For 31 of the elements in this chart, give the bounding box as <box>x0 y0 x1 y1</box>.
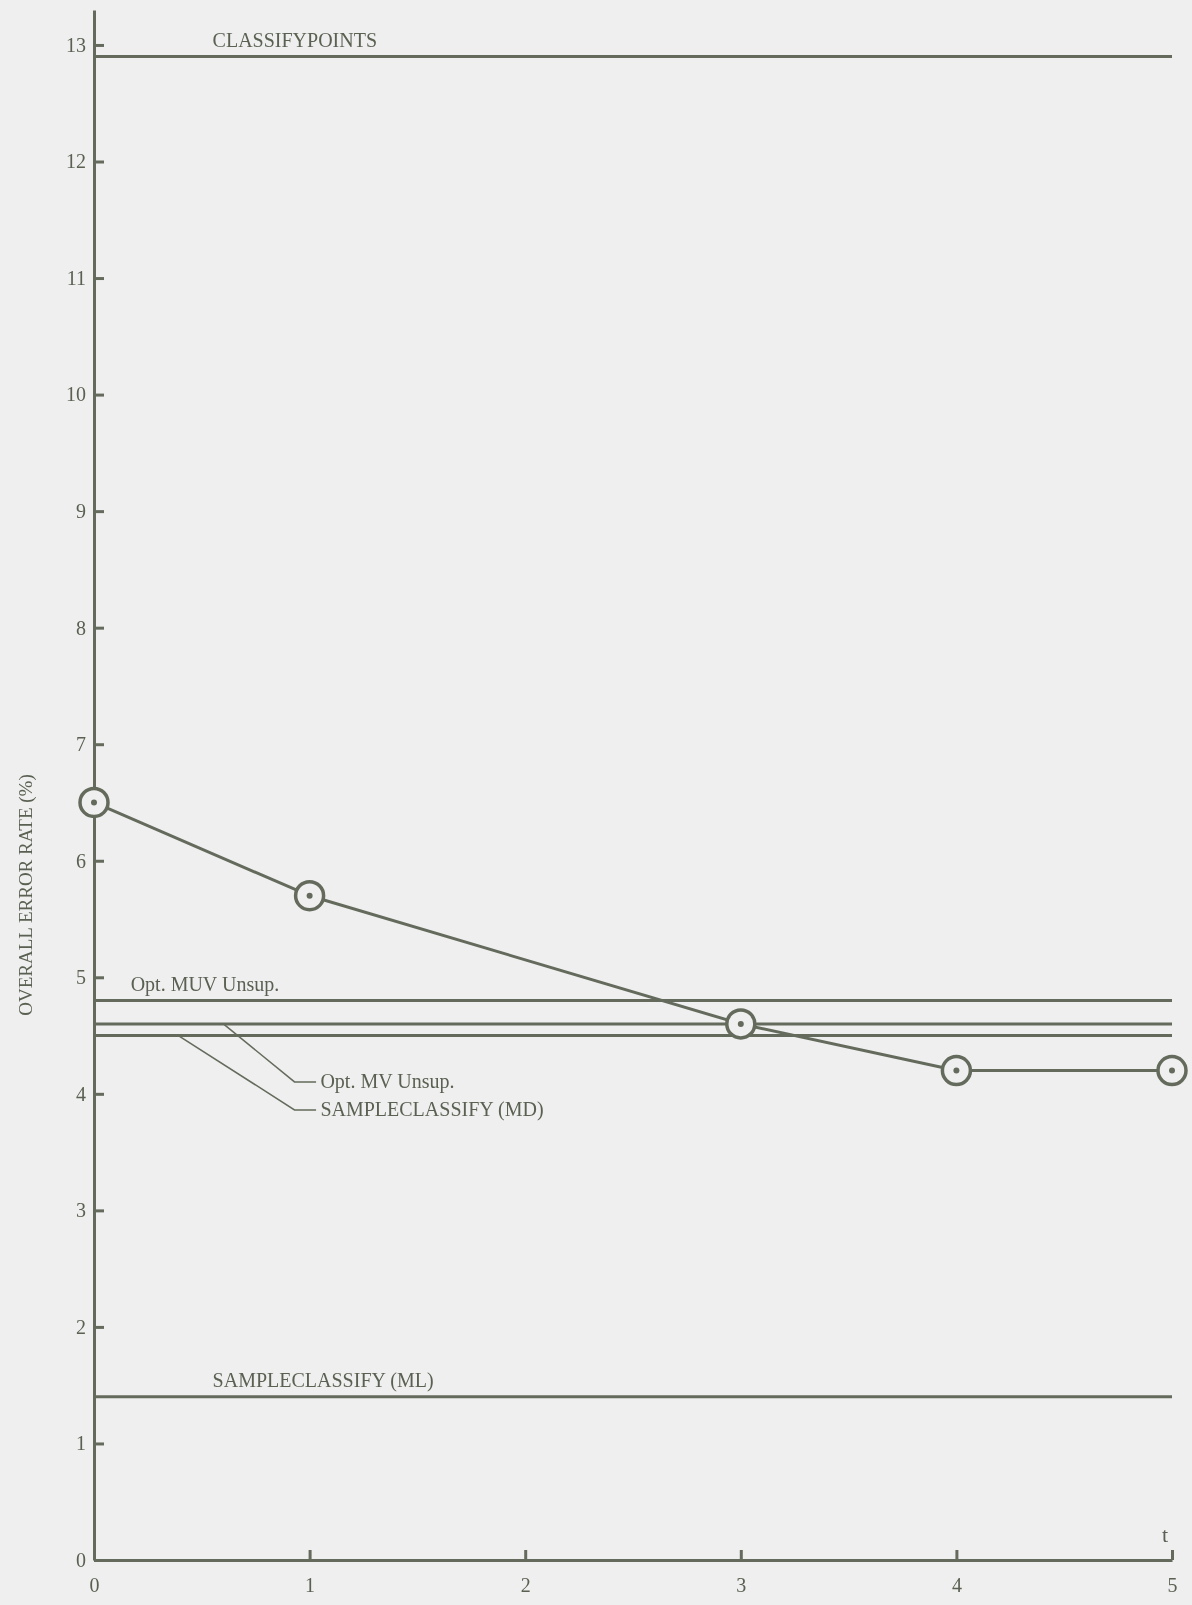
ref-line-label: SAMPLECLASSIFY (MD) <box>320 1097 544 1121</box>
y-tick-label: 2 <box>76 1315 86 1338</box>
x-tick-label: 2 <box>520 1574 531 1597</box>
y-tick-label: 7 <box>76 733 86 756</box>
x-tick-label: 1 <box>305 1574 316 1597</box>
y-tick-label: 12 <box>66 150 86 173</box>
y-tick-label: 0 <box>76 1548 86 1571</box>
ref-line-label: Opt. MUV Unsup. <box>130 972 280 996</box>
y-tick-label: 4 <box>76 1082 86 1105</box>
x-axis-title: t <box>1162 1522 1169 1547</box>
point <box>1156 1054 1188 1087</box>
y-tick-label: 11 <box>66 266 86 289</box>
y-tick-label: 10 <box>66 383 86 406</box>
y-tick-label: 5 <box>76 966 86 989</box>
ref-line-label: SAMPLECLASSIFY (ML) <box>212 1368 434 1392</box>
ref-line-label: CLASSIFYPOINTS <box>212 28 378 51</box>
point <box>725 1008 757 1040</box>
x-tick-label: 4 <box>951 1574 962 1597</box>
y-tick-label: 1 <box>76 1432 86 1455</box>
point <box>293 879 326 912</box>
y-axis-title: OVERALL ERROR RATE (%) <box>15 774 37 1016</box>
x-tick-label: 3 <box>736 1574 747 1597</box>
y-tick-label: 13 <box>66 33 86 56</box>
point <box>78 786 110 819</box>
point <box>940 1054 973 1087</box>
x-tick-label: 5 <box>1167 1574 1178 1597</box>
y-tick-label: 9 <box>76 500 86 523</box>
y-tick-label: 3 <box>76 1199 86 1222</box>
y-tick-label: 8 <box>76 616 86 639</box>
ref-line-label: Opt. MV Unsup. <box>320 1069 455 1093</box>
y-tick-label: 6 <box>76 849 86 872</box>
